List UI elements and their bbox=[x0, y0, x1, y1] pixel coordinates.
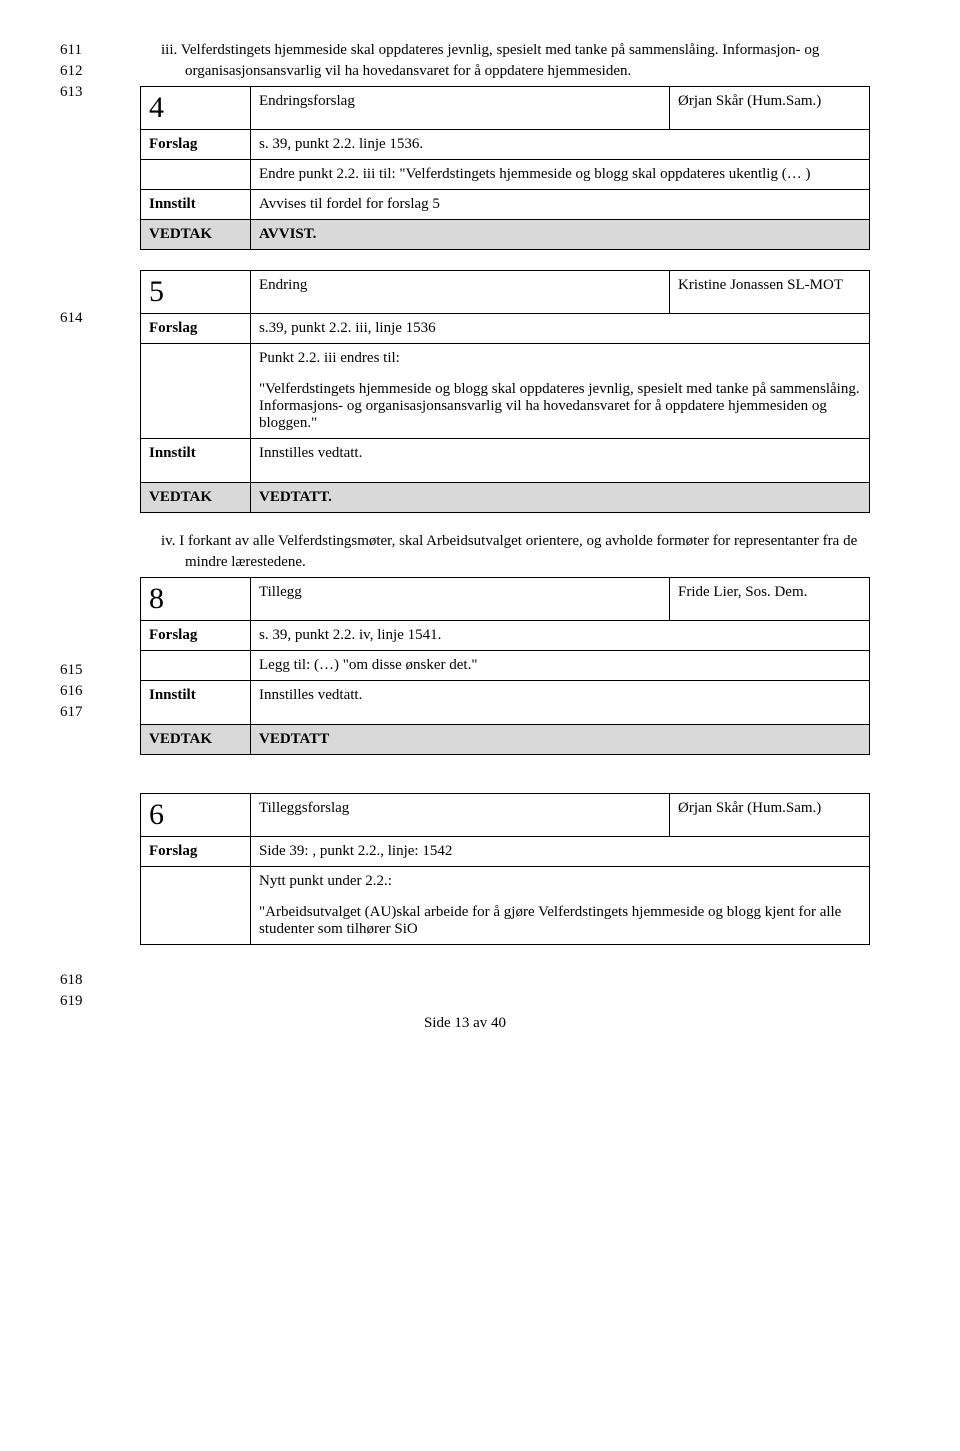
proposal-number: 5 bbox=[141, 271, 251, 314]
line-number: 613 bbox=[60, 82, 83, 103]
forslag-label: Forslag bbox=[141, 130, 251, 160]
proposal-number: 6 bbox=[141, 794, 251, 837]
proposal-table-6: 6 Tilleggsforslag Ørjan Skår (Hum.Sam.) … bbox=[140, 793, 870, 945]
proposal-body: Punkt 2.2. iii endres til: "Velferdsting… bbox=[251, 344, 870, 439]
innstilt-text: Avvises til fordel for forslag 5 bbox=[251, 190, 870, 220]
proposal-proposer: Ørjan Skår (Hum.Sam.) bbox=[670, 87, 870, 130]
innstilt-text: Innstilles vedtatt. bbox=[251, 681, 870, 725]
proposal-type: Endringsforslag bbox=[251, 87, 670, 130]
forslag-label: Forslag bbox=[141, 837, 251, 867]
proposal-proposer: Ørjan Skår (Hum.Sam.) bbox=[670, 794, 870, 837]
body-intro: Punkt 2.2. iii endres til: bbox=[259, 350, 861, 367]
paragraph-iii: iii. Velferdstingets hjemmeside skal opp… bbox=[185, 40, 870, 82]
proposal-type: Endring bbox=[251, 271, 670, 314]
vedtak-label: VEDTAK bbox=[141, 220, 251, 250]
paragraph-iv: iv. I forkant av alle Velferdstingsmøter… bbox=[185, 531, 870, 573]
forslag-text: Side 39: , punkt 2.2., linje: 1542 bbox=[251, 837, 870, 867]
vedtak-text: VEDTATT bbox=[251, 725, 870, 755]
line-number: 611 bbox=[60, 40, 83, 61]
proposal-table-5: 5 Endring Kristine Jonassen SL-MOT Forsl… bbox=[140, 270, 870, 513]
proposal-table-8: 8 Tillegg Fride Lier, Sos. Dem. Forslag … bbox=[140, 577, 870, 755]
body-intro: Nytt punkt under 2.2.: bbox=[259, 873, 861, 890]
body-label bbox=[141, 867, 251, 945]
vedtak-text: AVVIST. bbox=[251, 220, 870, 250]
forslag-label: Forslag bbox=[141, 621, 251, 651]
proposal-proposer: Kristine Jonassen SL-MOT bbox=[670, 271, 870, 314]
body-label bbox=[141, 651, 251, 681]
proposal-body: Legg til: (…) "om disse ønsker det." bbox=[251, 651, 870, 681]
proposal-number: 8 bbox=[141, 578, 251, 621]
line-number: 619 bbox=[60, 991, 83, 1012]
line-number: 615 bbox=[60, 660, 83, 681]
forslag-text: s. 39, punkt 2.2. iv, linje 1541. bbox=[251, 621, 870, 651]
innstilt-label: Innstilt bbox=[141, 190, 251, 220]
line-number: 616 bbox=[60, 681, 83, 702]
body-label bbox=[141, 160, 251, 190]
forslag-label: Forslag bbox=[141, 314, 251, 344]
forslag-text: s.39, punkt 2.2. iii, linje 1536 bbox=[251, 314, 870, 344]
vedtak-label: VEDTAK bbox=[141, 725, 251, 755]
proposal-table-4: 4 Endringsforslag Ørjan Skår (Hum.Sam.) … bbox=[140, 86, 870, 250]
proposal-proposer: Fride Lier, Sos. Dem. bbox=[670, 578, 870, 621]
innstilt-label: Innstilt bbox=[141, 439, 251, 483]
forslag-text: s. 39, punkt 2.2. linje 1536. bbox=[251, 130, 870, 160]
proposal-body: Nytt punkt under 2.2.: "Arbeidsutvalget … bbox=[251, 867, 870, 945]
vedtak-text: VEDTATT. bbox=[251, 483, 870, 513]
line-number: 617 bbox=[60, 702, 83, 723]
line-number: 618 bbox=[60, 970, 83, 991]
proposal-number: 4 bbox=[141, 87, 251, 130]
proposal-body: Endre punkt 2.2. iii til: "Velferdstinge… bbox=[251, 160, 870, 190]
line-number: 612 bbox=[60, 61, 83, 82]
innstilt-text: Innstilles vedtatt. bbox=[251, 439, 870, 483]
proposal-type: Tilleggsforslag bbox=[251, 794, 670, 837]
body-label bbox=[141, 344, 251, 439]
proposal-type: Tillegg bbox=[251, 578, 670, 621]
line-number: 614 bbox=[60, 308, 83, 329]
page-footer: Side 13 av 40 bbox=[60, 1015, 870, 1032]
body-quote: "Velferdstingets hjemmeside og blogg ska… bbox=[259, 381, 861, 432]
innstilt-label: Innstilt bbox=[141, 681, 251, 725]
body-quote: "Arbeidsutvalget (AU)skal arbeide for å … bbox=[259, 904, 861, 938]
vedtak-label: VEDTAK bbox=[141, 483, 251, 513]
